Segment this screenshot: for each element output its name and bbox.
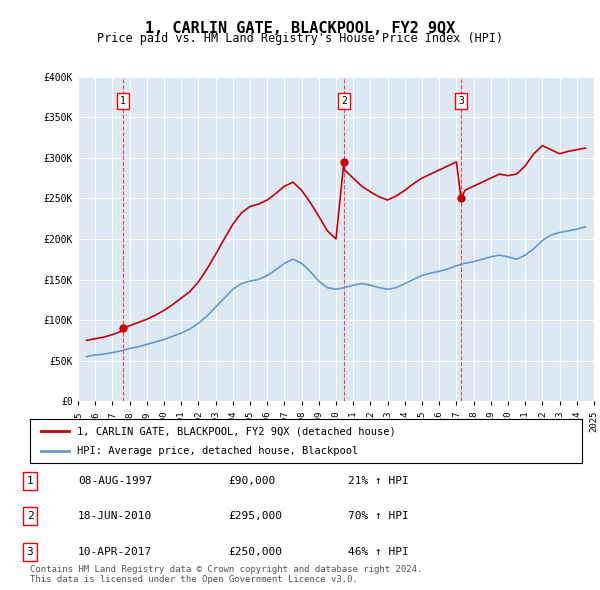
Text: £295,000: £295,000 xyxy=(228,512,282,521)
Text: Price paid vs. HM Land Registry's House Price Index (HPI): Price paid vs. HM Land Registry's House … xyxy=(97,32,503,45)
Text: 3: 3 xyxy=(26,547,34,556)
Text: 1, CARLIN GATE, BLACKPOOL, FY2 9QX: 1, CARLIN GATE, BLACKPOOL, FY2 9QX xyxy=(145,21,455,35)
Text: 1: 1 xyxy=(26,476,34,486)
Text: 2: 2 xyxy=(341,96,347,106)
Text: 2: 2 xyxy=(26,512,34,521)
Text: 3: 3 xyxy=(458,96,464,106)
Text: 10-APR-2017: 10-APR-2017 xyxy=(78,547,152,556)
Text: 46% ↑ HPI: 46% ↑ HPI xyxy=(348,547,409,556)
Text: 1, CARLIN GATE, BLACKPOOL, FY2 9QX (detached house): 1, CARLIN GATE, BLACKPOOL, FY2 9QX (deta… xyxy=(77,427,395,436)
Text: 21% ↑ HPI: 21% ↑ HPI xyxy=(348,476,409,486)
Text: £250,000: £250,000 xyxy=(228,547,282,556)
Text: £90,000: £90,000 xyxy=(228,476,275,486)
Text: Contains HM Land Registry data © Crown copyright and database right 2024.
This d: Contains HM Land Registry data © Crown c… xyxy=(30,565,422,584)
Text: 70% ↑ HPI: 70% ↑ HPI xyxy=(348,512,409,521)
Text: 08-AUG-1997: 08-AUG-1997 xyxy=(78,476,152,486)
Text: 1: 1 xyxy=(120,96,125,106)
Text: 18-JUN-2010: 18-JUN-2010 xyxy=(78,512,152,521)
Text: HPI: Average price, detached house, Blackpool: HPI: Average price, detached house, Blac… xyxy=(77,446,358,455)
